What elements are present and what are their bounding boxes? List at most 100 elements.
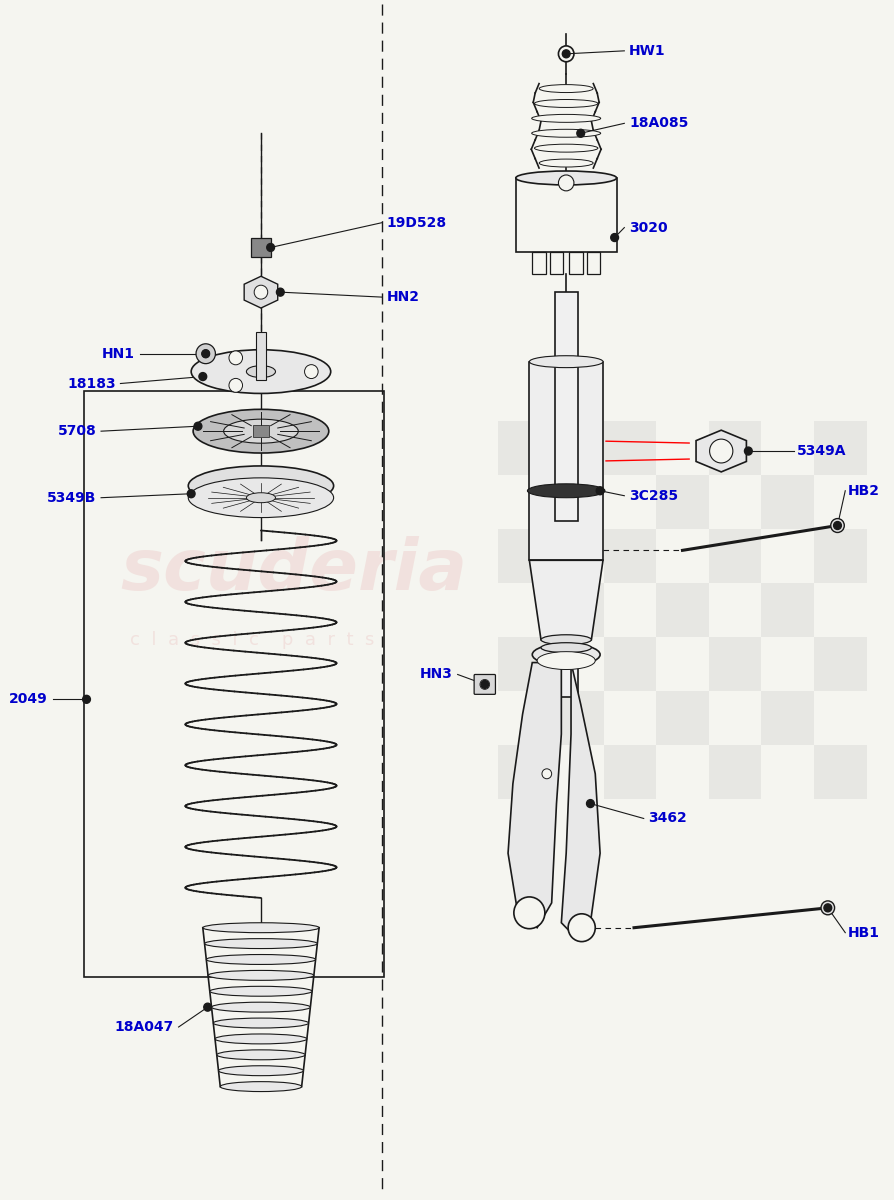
- Ellipse shape: [532, 130, 601, 137]
- Bar: [554, 292, 578, 521]
- Bar: [586, 252, 600, 275]
- Bar: [603, 529, 656, 583]
- Circle shape: [824, 904, 831, 912]
- Circle shape: [254, 286, 267, 299]
- Polygon shape: [696, 430, 746, 472]
- Ellipse shape: [539, 160, 593, 167]
- Text: HW1: HW1: [629, 44, 666, 58]
- Bar: [814, 637, 866, 691]
- Bar: [762, 691, 814, 745]
- Ellipse shape: [218, 1066, 303, 1075]
- Ellipse shape: [541, 635, 591, 644]
- Circle shape: [194, 422, 202, 430]
- Text: 3C285: 3C285: [629, 488, 679, 503]
- Circle shape: [188, 490, 195, 498]
- Bar: [256, 332, 266, 379]
- Bar: [656, 583, 709, 637]
- Ellipse shape: [214, 1018, 308, 1028]
- Ellipse shape: [208, 971, 314, 980]
- Ellipse shape: [220, 1081, 301, 1092]
- Circle shape: [562, 50, 570, 58]
- Polygon shape: [244, 276, 278, 308]
- Ellipse shape: [189, 466, 333, 505]
- Text: HN2: HN2: [387, 290, 420, 304]
- Ellipse shape: [516, 170, 617, 185]
- Text: 5349A: 5349A: [797, 444, 847, 458]
- Circle shape: [305, 365, 318, 378]
- Text: 5349B: 5349B: [46, 491, 97, 505]
- Circle shape: [559, 175, 574, 191]
- Polygon shape: [561, 662, 600, 937]
- Bar: [251, 238, 271, 257]
- Text: c  l  a  s  s  i  c    p  a  r  t  s: c l a s s i c p a r t s: [131, 631, 375, 649]
- Text: 18183: 18183: [67, 377, 115, 390]
- Circle shape: [202, 349, 209, 358]
- Circle shape: [542, 769, 552, 779]
- Bar: [709, 745, 762, 799]
- Circle shape: [596, 487, 604, 494]
- Circle shape: [611, 234, 619, 241]
- Text: 3020: 3020: [629, 221, 668, 235]
- Ellipse shape: [193, 409, 329, 454]
- Bar: [516, 178, 617, 252]
- Circle shape: [202, 349, 209, 358]
- Bar: [814, 421, 866, 475]
- Bar: [498, 421, 551, 475]
- Bar: [569, 252, 583, 275]
- Text: 19D528: 19D528: [387, 216, 447, 229]
- Circle shape: [481, 680, 489, 689]
- Bar: [498, 637, 551, 691]
- Bar: [603, 637, 656, 691]
- Ellipse shape: [203, 923, 319, 932]
- Bar: [656, 691, 709, 745]
- Bar: [529, 361, 603, 560]
- Bar: [603, 421, 656, 475]
- Bar: [551, 583, 603, 637]
- Bar: [603, 745, 656, 799]
- Ellipse shape: [205, 938, 317, 948]
- Bar: [498, 529, 551, 583]
- Circle shape: [276, 288, 284, 296]
- Circle shape: [82, 695, 90, 703]
- Ellipse shape: [216, 1050, 305, 1060]
- Ellipse shape: [535, 144, 598, 152]
- Ellipse shape: [191, 349, 331, 394]
- Text: HB2: HB2: [848, 484, 881, 498]
- Text: scuderia: scuderia: [121, 535, 468, 605]
- Text: HN1: HN1: [102, 347, 135, 361]
- Circle shape: [745, 448, 752, 455]
- Text: 18A085: 18A085: [629, 116, 688, 131]
- Circle shape: [514, 896, 544, 929]
- Ellipse shape: [527, 484, 605, 498]
- Circle shape: [204, 1003, 212, 1012]
- Ellipse shape: [224, 419, 299, 443]
- Circle shape: [568, 914, 595, 942]
- Ellipse shape: [535, 100, 598, 108]
- Circle shape: [196, 343, 215, 364]
- Bar: [253, 425, 269, 437]
- Ellipse shape: [541, 643, 591, 653]
- Ellipse shape: [210, 986, 312, 996]
- Circle shape: [559, 46, 574, 61]
- Bar: [551, 691, 603, 745]
- Bar: [656, 475, 709, 529]
- Text: 2049: 2049: [9, 692, 47, 707]
- Ellipse shape: [532, 114, 601, 122]
- Circle shape: [833, 522, 841, 529]
- Circle shape: [266, 244, 274, 252]
- Circle shape: [831, 518, 844, 533]
- Text: 18A047: 18A047: [114, 1020, 173, 1034]
- Bar: [762, 583, 814, 637]
- Ellipse shape: [247, 493, 275, 503]
- Bar: [709, 421, 762, 475]
- Bar: [551, 475, 603, 529]
- Text: HN3: HN3: [420, 667, 453, 682]
- Circle shape: [480, 679, 490, 689]
- Circle shape: [586, 799, 595, 808]
- Ellipse shape: [212, 1002, 310, 1012]
- Text: HB1: HB1: [848, 925, 881, 940]
- Text: 3462: 3462: [648, 811, 687, 826]
- Bar: [550, 252, 563, 275]
- Ellipse shape: [532, 643, 600, 666]
- Circle shape: [229, 378, 242, 392]
